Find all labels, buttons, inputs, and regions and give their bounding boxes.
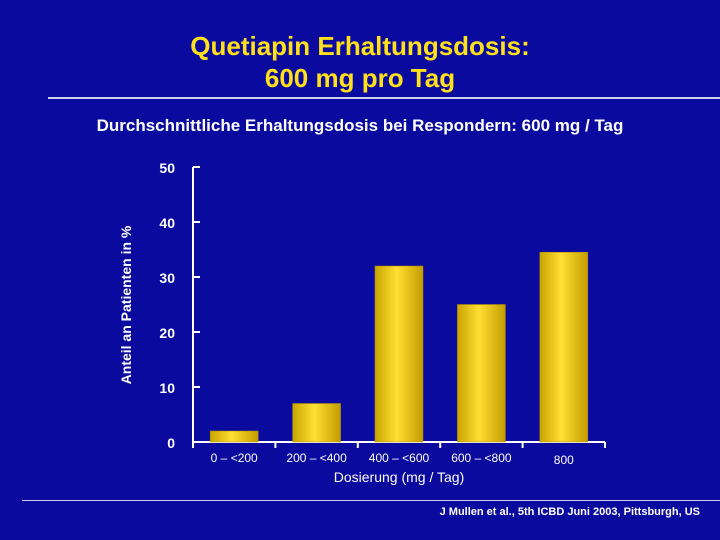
bar bbox=[292, 403, 341, 443]
x-tick-label: 800 bbox=[554, 453, 574, 467]
x-axis-label: Dosierung (mg / Tag) bbox=[334, 469, 464, 485]
x-tick-label: 600 – <800 bbox=[451, 451, 512, 465]
slide-title-line1: Quetiapin Erhaltungsdosis: bbox=[190, 31, 530, 61]
citation: J Mullen et al., 5th ICBD Juni 2003, Pit… bbox=[439, 506, 700, 518]
bar bbox=[374, 265, 424, 443]
bar bbox=[209, 430, 259, 443]
x-tick-label: 200 – <400 bbox=[286, 451, 347, 465]
y-axis-label: Anteil an Patienten in % bbox=[118, 225, 134, 384]
y-tick-label: 20 bbox=[159, 325, 175, 341]
y-tick-label: 40 bbox=[159, 215, 175, 231]
y-tick-label: 0 bbox=[167, 435, 175, 451]
bar bbox=[457, 304, 506, 443]
bar bbox=[539, 252, 589, 443]
slide-title: Quetiapin Erhaltungsdosis: 600 mg pro Ta… bbox=[0, 30, 720, 94]
title-divider bbox=[48, 97, 720, 99]
footer-divider bbox=[22, 500, 720, 501]
x-tick-label: 0 – <200 bbox=[211, 451, 258, 465]
x-tick-label: 400 – <600 bbox=[369, 451, 430, 465]
y-tick-label: 50 bbox=[159, 160, 175, 176]
chart-subtitle: Durchschnittliche Erhaltungsdosis bei Re… bbox=[96, 116, 624, 135]
y-tick-label: 10 bbox=[159, 380, 175, 396]
y-tick-label: 30 bbox=[159, 270, 175, 286]
slide-title-line2: 600 mg pro Tag bbox=[264, 63, 456, 93]
